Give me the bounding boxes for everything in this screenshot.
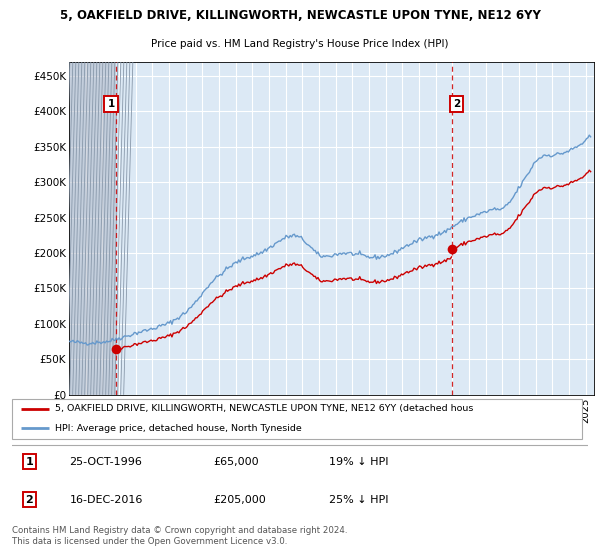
Text: 25-OCT-1996: 25-OCT-1996 [70, 457, 142, 466]
Text: HPI: Average price, detached house, North Tyneside: HPI: Average price, detached house, Nort… [55, 424, 302, 433]
Text: £205,000: £205,000 [214, 494, 266, 505]
Text: Contains HM Land Registry data © Crown copyright and database right 2024.
This d: Contains HM Land Registry data © Crown c… [12, 526, 347, 546]
Text: 2: 2 [453, 99, 460, 109]
Bar [69, 62, 116, 395]
Text: 19% ↓ HPI: 19% ↓ HPI [329, 457, 388, 466]
Text: 2: 2 [25, 494, 33, 505]
Text: 5, OAKFIELD DRIVE, KILLINGWORTH, NEWCASTLE UPON TYNE, NE12 6YY: 5, OAKFIELD DRIVE, KILLINGWORTH, NEWCAST… [59, 9, 541, 22]
Text: 1: 1 [107, 99, 115, 109]
Text: 25% ↓ HPI: 25% ↓ HPI [329, 494, 388, 505]
Text: Price paid vs. HM Land Registry's House Price Index (HPI): Price paid vs. HM Land Registry's House … [151, 39, 449, 49]
FancyBboxPatch shape [12, 399, 582, 439]
Text: £65,000: £65,000 [214, 457, 259, 466]
Text: 1: 1 [25, 457, 33, 466]
Text: 5, OAKFIELD DRIVE, KILLINGWORTH, NEWCASTLE UPON TYNE, NE12 6YY (detached hous: 5, OAKFIELD DRIVE, KILLINGWORTH, NEWCAST… [55, 404, 473, 413]
Text: 16-DEC-2016: 16-DEC-2016 [70, 494, 143, 505]
